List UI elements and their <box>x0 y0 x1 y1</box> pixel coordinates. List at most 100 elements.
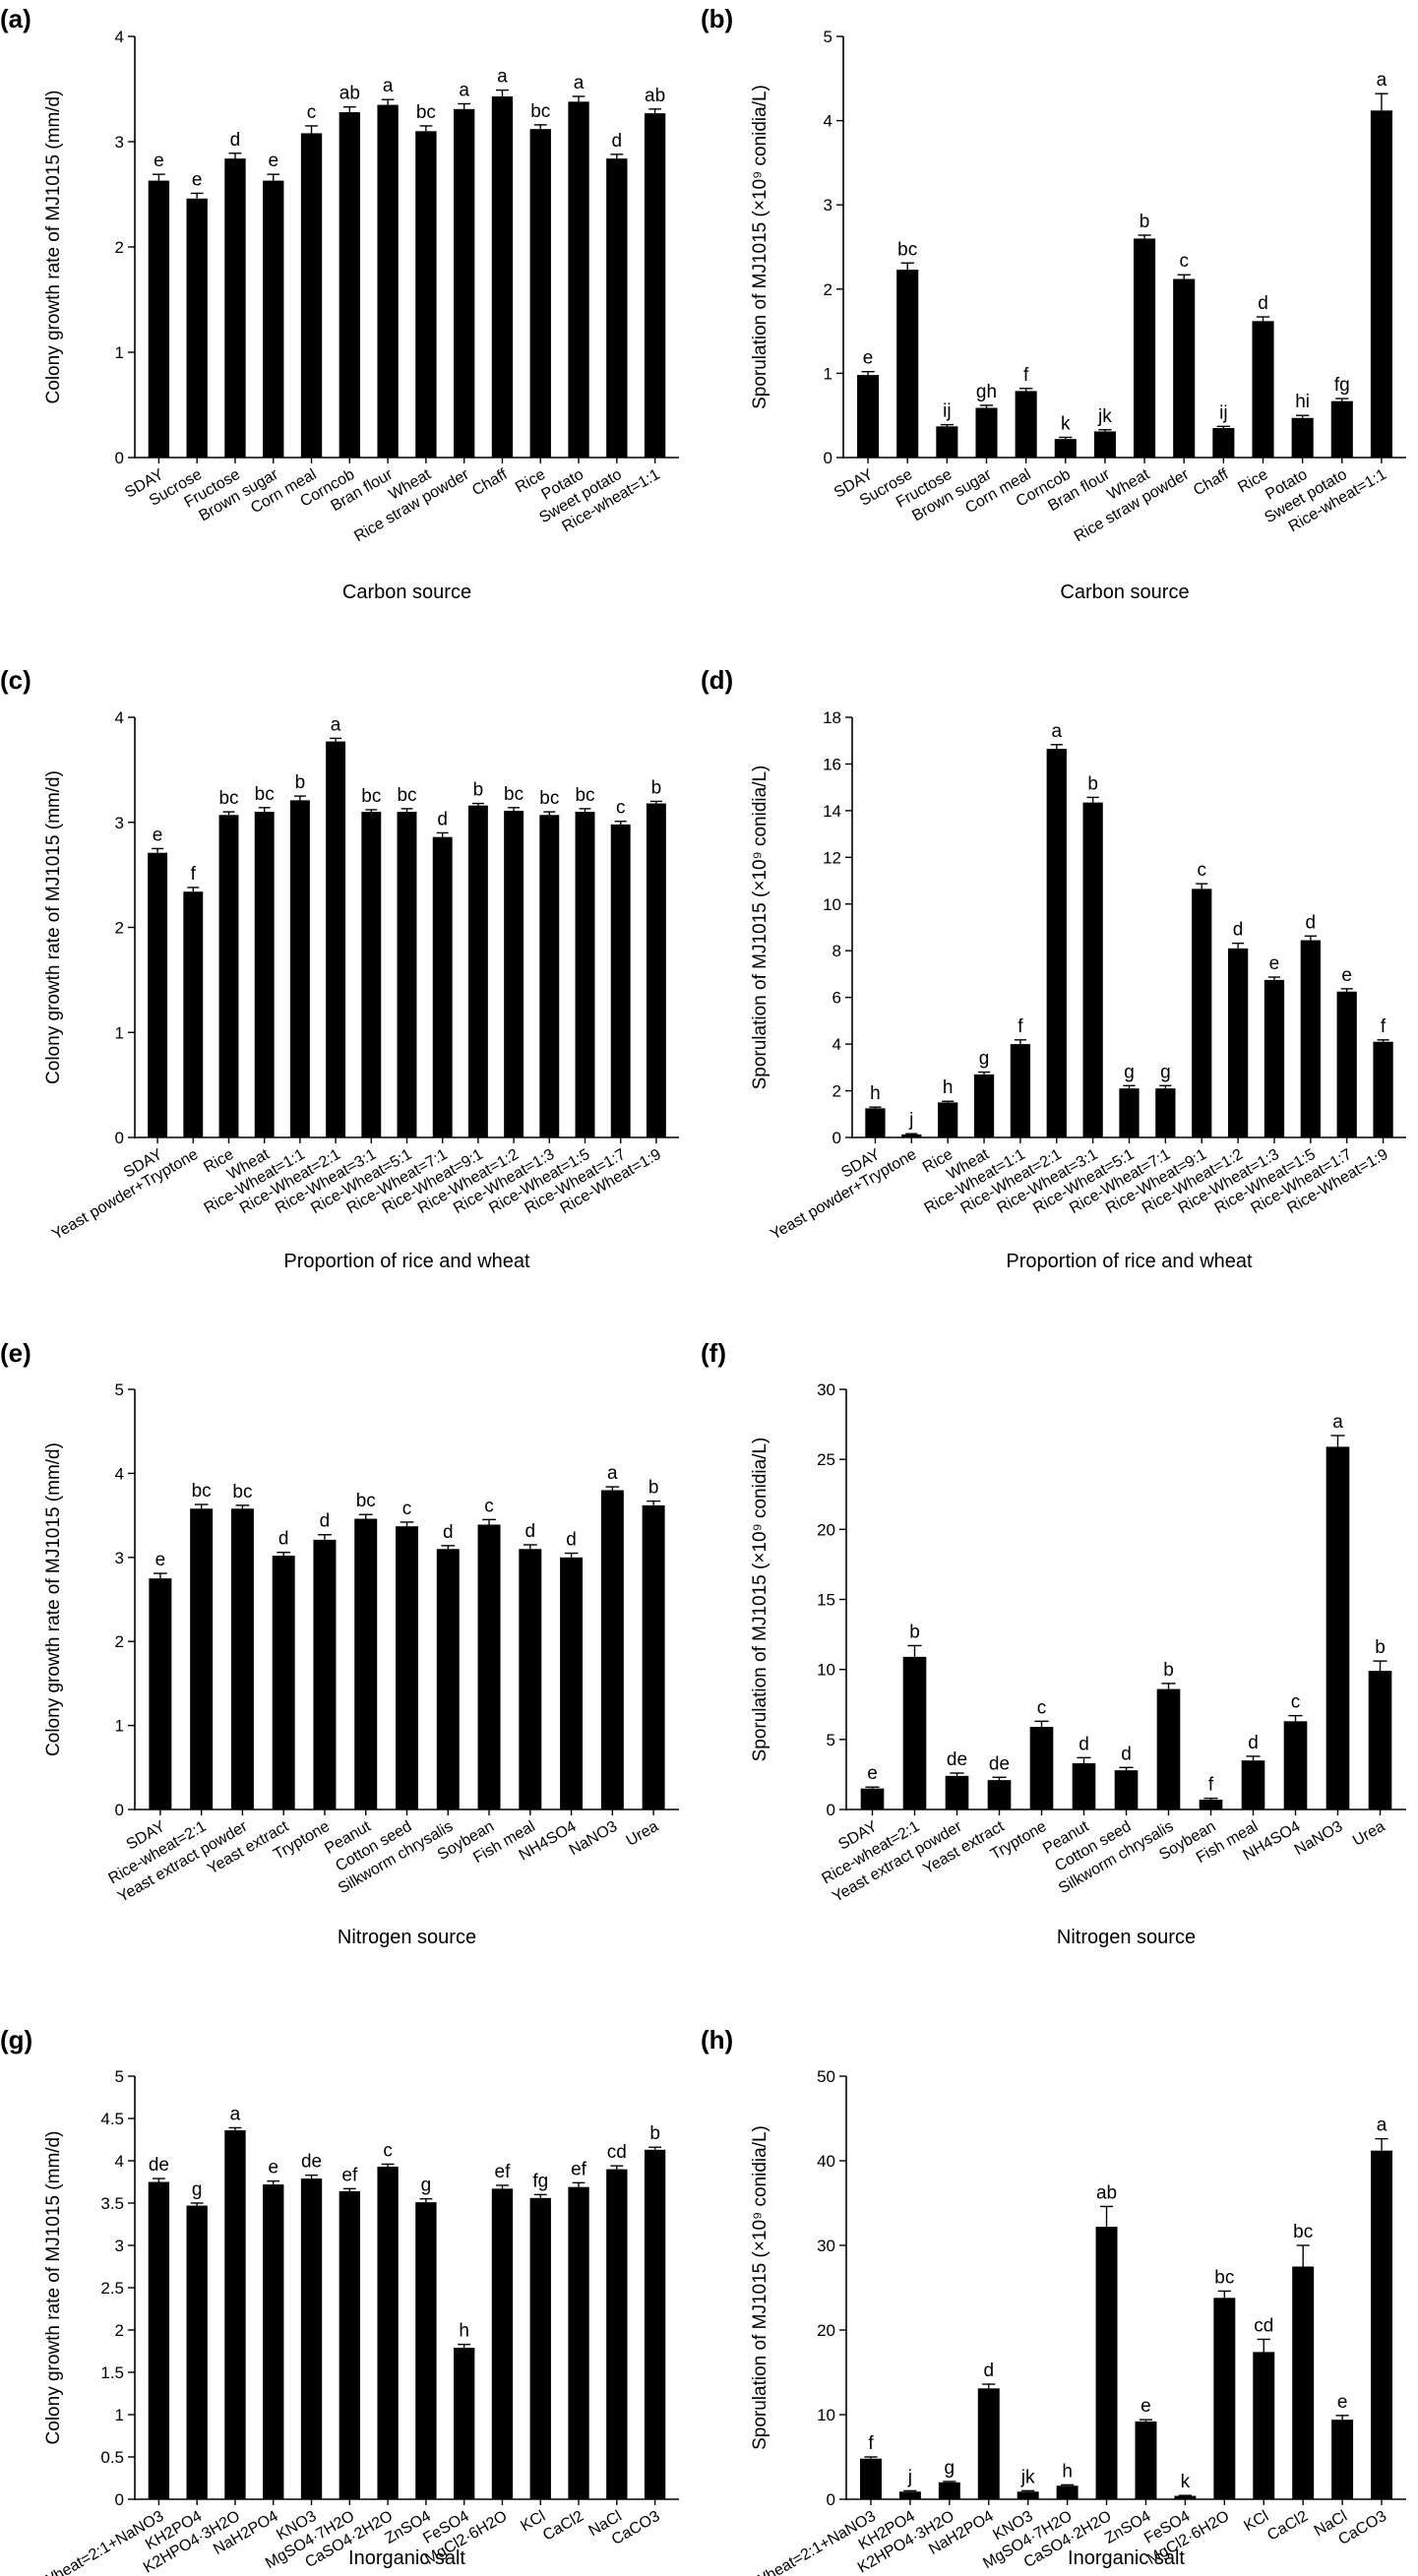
bar <box>610 824 631 1137</box>
chart-panel-f: (f) 0 5 10 15 20 25 30 Sporulation of MJ1015 (×1… <box>701 1338 1406 1948</box>
significance-letter: e <box>1341 965 1352 986</box>
bar <box>1155 1088 1176 1137</box>
bar <box>467 805 488 1137</box>
panel-label: (b) <box>701 4 733 33</box>
chart-panel-d: (d) 0 2 4 6 8 10 12 14 16 18 Sporulation of MJ1015 … <box>701 665 1406 1272</box>
significance-letter: k <box>1181 2472 1191 2492</box>
y-axis-label: Sporulation of MJ1015 (×10⁹ conidia/L) <box>750 85 771 409</box>
bar <box>529 129 551 458</box>
y-tick-label: 4.5 <box>100 2110 124 2128</box>
panel-label: (c) <box>0 665 31 695</box>
category-label: Urea <box>1350 1818 1388 1850</box>
bar <box>901 1134 922 1137</box>
significance-letter: a <box>497 67 508 88</box>
significance-letter: a <box>1332 1412 1343 1433</box>
y-axis-label: Colony growth rate of MJ1015 (mm/d) <box>43 91 64 404</box>
significance-letter: h <box>459 2321 469 2342</box>
bar <box>568 101 589 458</box>
category-label: NaNO3 <box>1292 1818 1346 1859</box>
significance-letter: ab <box>339 84 360 104</box>
bar <box>898 2491 921 2499</box>
bar <box>1072 1763 1096 1809</box>
panel-label: (f) <box>701 1338 726 1368</box>
significance-letter: j <box>907 2467 912 2487</box>
y-tick-label: 3 <box>115 814 124 832</box>
y-tick-label: 2 <box>115 238 124 257</box>
significance-letter: d <box>437 809 448 829</box>
significance-letter: d <box>1306 912 1317 933</box>
bar <box>326 741 346 1137</box>
category-label: Urea <box>624 1818 662 1850</box>
bar <box>646 803 666 1137</box>
y-tick-label: 4 <box>115 1464 124 1483</box>
significance-letter: c <box>383 2140 393 2161</box>
y-axis-label: Colony growth rate of MJ1015 (mm/d) <box>43 1442 64 1756</box>
bar <box>354 1518 378 1809</box>
bar <box>1029 1727 1054 1809</box>
significance-letter: d <box>1248 1733 1259 1753</box>
bar <box>642 1504 665 1809</box>
significance-letter: f <box>1208 1775 1214 1796</box>
y-tick-label: 18 <box>823 708 841 727</box>
significance-letter: bc <box>575 785 594 806</box>
significance-letter: e <box>1141 2396 1151 2417</box>
significance-letter: c <box>484 1496 494 1516</box>
bar <box>432 836 453 1137</box>
panel-label: (a) <box>0 4 31 33</box>
bar <box>397 812 417 1137</box>
significance-letter: j <box>908 1110 913 1131</box>
significance-letter: b <box>1163 1660 1174 1681</box>
significance-letter: a <box>459 80 469 100</box>
significance-letter: c <box>402 1499 412 1519</box>
significance-letter: h <box>1062 2461 1073 2482</box>
significance-letter: ij <box>943 401 951 422</box>
significance-letter: bc <box>361 786 381 807</box>
bar <box>1291 417 1314 458</box>
chart-panel-g: (g) 0 0.5 1 1.5 2 2.5 3 3.5 4 4.5 5 Colony growth ra… <box>0 2025 679 2576</box>
bar <box>339 2190 360 2499</box>
bar <box>148 852 168 1137</box>
significance-letter: de <box>301 2152 322 2173</box>
y-tick-label: 3 <box>824 196 832 215</box>
significance-letter: d <box>1121 1744 1132 1764</box>
significance-letter: h <box>943 1077 954 1098</box>
y-tick-label: 5 <box>824 28 832 46</box>
y-tick-label: 3 <box>115 2237 124 2255</box>
bar <box>644 2149 666 2499</box>
significance-letter: bc <box>416 102 436 123</box>
bar <box>377 2167 399 2499</box>
bar <box>1054 439 1077 458</box>
bar <box>263 2184 284 2499</box>
significance-letter: b <box>1140 212 1150 232</box>
panel-label: (h) <box>701 2025 733 2055</box>
bar <box>1174 2495 1197 2499</box>
significance-letter: bc <box>539 788 559 809</box>
y-tick-label: 40 <box>817 2152 835 2171</box>
significance-letter: b <box>1375 1637 1386 1658</box>
bar <box>491 95 514 459</box>
significance-letter: e <box>867 1763 878 1784</box>
panel-label: (d) <box>701 665 733 695</box>
bar <box>149 1578 172 1809</box>
significance-letter: jk <box>1020 2467 1035 2487</box>
bar <box>1371 2150 1393 2499</box>
significance-letter: c <box>1037 1697 1047 1718</box>
bar <box>859 2458 882 2499</box>
significance-letter: d <box>230 130 241 151</box>
y-tick-label: 0 <box>115 449 124 467</box>
significance-letter: hi <box>1295 392 1310 412</box>
significance-letter: bc <box>356 1491 376 1511</box>
bar <box>1283 1721 1308 1809</box>
bar <box>1330 400 1353 458</box>
bar <box>224 158 246 458</box>
significance-letter: a <box>1051 721 1062 742</box>
bar <box>377 104 399 459</box>
significance-letter: a <box>574 73 585 93</box>
bar <box>896 270 919 458</box>
bar <box>568 2186 589 2499</box>
significance-letter: de <box>149 2155 169 2176</box>
significance-letter: b <box>295 772 306 793</box>
x-axis-label: Nitrogen source <box>1057 1927 1196 1948</box>
y-tick-label: 1 <box>115 1717 124 1736</box>
bar <box>224 2130 246 2499</box>
